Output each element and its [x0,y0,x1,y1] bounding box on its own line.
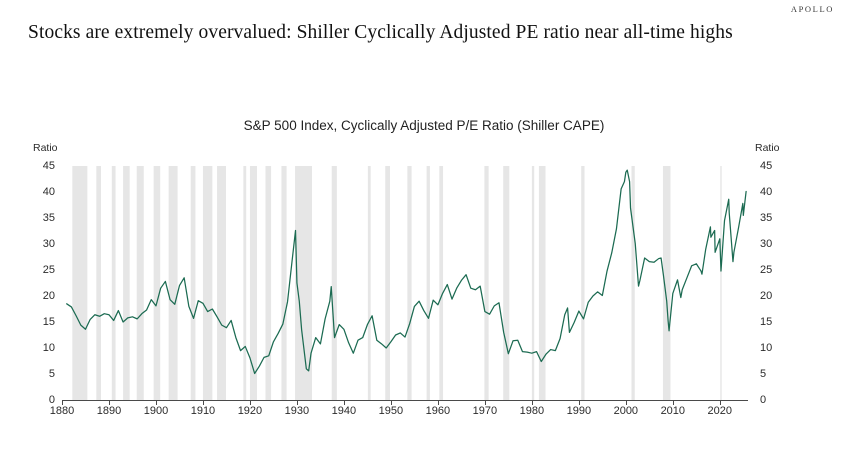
cape-chart: S&P 500 Index, Cyclically Adjusted P/E R… [0,108,848,428]
recession-band [484,166,489,400]
plot-area [62,166,748,400]
x-tick-1890: 1890 [96,405,122,417]
x-tick-1950: 1950 [378,405,404,417]
recession-band [426,166,430,400]
y-tick-left-15: 15 [42,315,55,328]
y-tick-left-0: 0 [48,393,55,406]
recession-band [367,166,371,400]
plot-svg [66,166,747,400]
y-tick-left-5: 5 [48,367,55,380]
y-tick-left-30: 30 [42,237,55,250]
x-tickmark-2010 [672,400,674,405]
y-tick-right-10: 10 [760,341,773,354]
header-divider [0,62,848,63]
recession-band [281,166,287,400]
x-tick-1920: 1920 [237,405,263,417]
recession-band [631,166,635,400]
y-tick-right-20: 20 [760,289,773,302]
left-axis-unit: Ratio [33,142,58,154]
right-axis-unit: Ratio [755,142,780,154]
x-tickmark-2020 [719,400,721,405]
recession-band [503,166,510,400]
x-axis-line [62,400,748,401]
x-tickmark-2000 [625,400,627,405]
x-tickmark-1900 [155,400,157,405]
y-tick-right-25: 25 [760,263,773,276]
x-tick-2020: 2020 [707,405,733,417]
cape-series-line [66,169,747,375]
x-tickmark-1930 [296,400,298,405]
recession-band [123,166,130,400]
recession-band [72,166,88,400]
apollo-logo: APOLLO [790,4,834,14]
y-tick-left-40: 40 [42,185,55,198]
y-tick-right-30: 30 [760,237,773,250]
y-tick-left-35: 35 [42,211,55,224]
recession-band [720,166,722,400]
x-tickmark-1990 [578,400,580,405]
recession-band [385,166,390,400]
y-tick-left-20: 20 [42,289,55,302]
x-tick-1960: 1960 [425,405,451,417]
x-tickmark-1880 [62,400,63,405]
recession-band [265,166,272,400]
recession-band [190,166,196,400]
x-tick-1940: 1940 [331,405,357,417]
y-tick-right-35: 35 [760,211,773,224]
y-tick-left-10: 10 [42,341,55,354]
recession-band [136,166,144,400]
recession-band [168,166,178,400]
recession-band [331,166,337,400]
chart-title: S&P 500 Index, Cyclically Adjusted P/E R… [243,118,605,133]
x-tick-2010: 2010 [660,405,686,417]
y-tick-right-40: 40 [760,185,773,198]
y-tick-right-5: 5 [760,367,767,380]
x-tickmark-1950 [390,400,392,405]
recession-band [581,166,585,400]
x-tick-1930: 1930 [284,405,310,417]
x-tickmark-1890 [108,400,110,405]
y-tick-right-45: 45 [760,159,773,172]
recession-band [439,166,444,400]
y-tick-right-0: 0 [760,393,767,406]
recession-band [202,166,213,400]
x-tick-1880: 1880 [49,405,75,417]
x-tick-1980: 1980 [519,405,545,417]
y-tick-right-15: 15 [760,315,773,328]
recession-band [96,166,101,400]
recession-band [407,166,412,400]
recession-band [662,166,671,400]
recession-bands [72,166,722,400]
recession-band [249,166,257,400]
recession-band [243,166,247,400]
x-tick-2000: 2000 [613,405,639,417]
x-tick-1910: 1910 [190,405,216,417]
x-tick-1990: 1990 [566,405,592,417]
recession-band [111,166,116,400]
x-tick-1970: 1970 [472,405,498,417]
x-tickmark-1910 [202,400,204,405]
recession-band [295,166,312,400]
x-tickmark-1980 [531,400,533,405]
recession-band [531,166,535,400]
recession-band [538,166,546,400]
x-tickmark-1970 [484,400,486,405]
page-title: Stocks are extremely overvalued: Shiller… [28,22,733,43]
recession-band [217,166,226,400]
x-tickmark-1940 [343,400,345,405]
x-tickmark-1920 [249,400,251,405]
y-tick-left-25: 25 [42,263,55,276]
recession-band [153,166,161,400]
x-tick-1900: 1900 [143,405,169,417]
y-tick-left-45: 45 [42,159,55,172]
x-tickmark-1960 [437,400,439,405]
